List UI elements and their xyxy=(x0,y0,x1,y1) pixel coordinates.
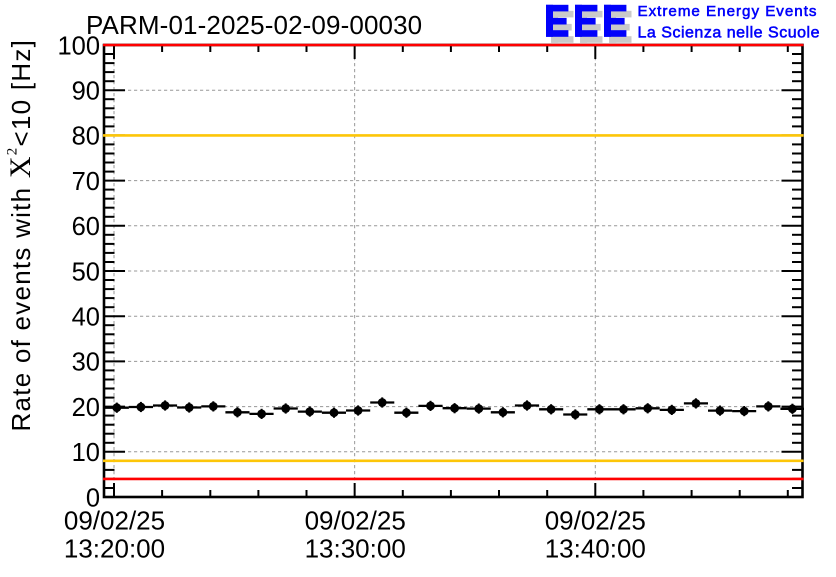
svg-text:100: 100 xyxy=(57,32,100,60)
svg-text:13:20:00: 13:20:00 xyxy=(64,534,165,564)
svg-text:80: 80 xyxy=(72,123,100,151)
svg-text:09/02/25: 09/02/25 xyxy=(64,506,165,536)
svg-text:30: 30 xyxy=(72,349,100,377)
svg-text:13:40:00: 13:40:00 xyxy=(545,534,646,564)
svg-text:Rate of events with X2<10 [Hz]: Rate of events with X2<10 [Hz] xyxy=(4,39,37,432)
svg-text:09/02/25: 09/02/25 xyxy=(545,506,646,536)
svg-text:40: 40 xyxy=(72,304,100,332)
svg-text:50: 50 xyxy=(72,258,100,286)
svg-text:13:30:00: 13:30:00 xyxy=(305,534,406,564)
svg-text:90: 90 xyxy=(72,78,100,106)
svg-text:0: 0 xyxy=(86,484,100,512)
svg-text:10: 10 xyxy=(72,439,100,467)
svg-text:70: 70 xyxy=(72,168,100,196)
svg-text:20: 20 xyxy=(72,394,100,422)
svg-text:La Scienza nelle Scuole: La Scienza nelle Scuole xyxy=(638,25,820,42)
svg-text:09/02/25: 09/02/25 xyxy=(305,506,406,536)
svg-text:PARM-01-2025-02-09-00030: PARM-01-2025-02-09-00030 xyxy=(86,10,422,40)
svg-text:Extreme Energy Events: Extreme Energy Events xyxy=(638,3,817,20)
svg-text:60: 60 xyxy=(72,213,100,241)
